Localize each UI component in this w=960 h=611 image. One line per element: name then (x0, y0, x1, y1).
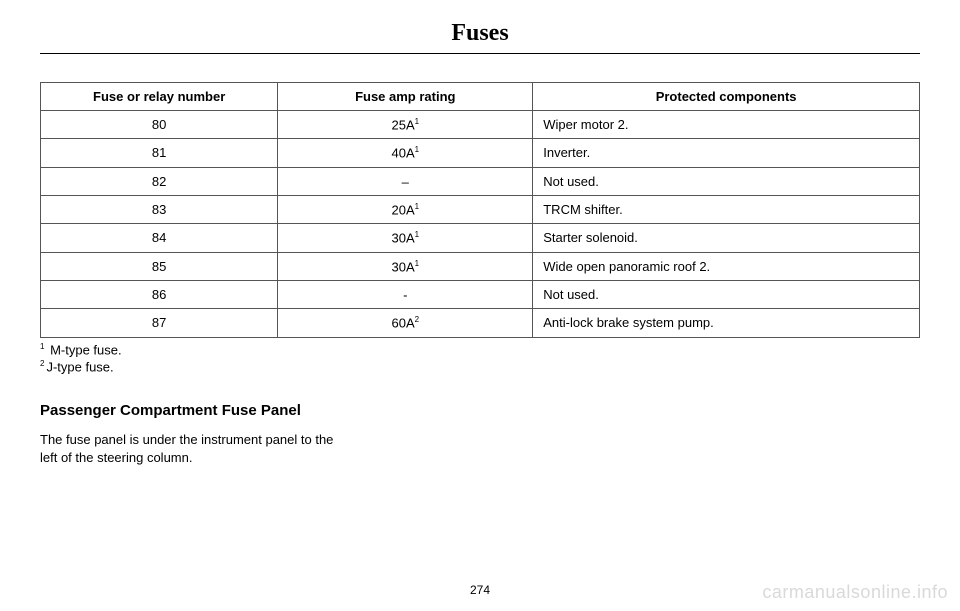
footnote: 1 M-type fuse. (40, 342, 920, 357)
table-row: 87 60A2 Anti-lock brake system pump. (41, 309, 920, 337)
col-header-rating: Fuse amp rating (278, 83, 533, 111)
section-body: The fuse panel is under the instrument p… (40, 431, 350, 466)
cell-number: 80 (41, 111, 278, 139)
cell-comp: Wide open panoramic roof 2. (533, 252, 920, 280)
cell-number: 85 (41, 252, 278, 280)
manual-page: Fuses Fuse or relay number Fuse amp rati… (0, 0, 960, 611)
cell-rating: – (278, 167, 533, 195)
cell-number: 86 (41, 280, 278, 308)
table-row: 83 20A1 TRCM shifter. (41, 195, 920, 223)
table-header-row: Fuse or relay number Fuse amp rating Pro… (41, 83, 920, 111)
title-rule (40, 53, 920, 54)
cell-comp: Not used. (533, 280, 920, 308)
fuse-table: Fuse or relay number Fuse amp rating Pro… (40, 82, 920, 338)
cell-comp: Not used. (533, 167, 920, 195)
footnotes: 1 M-type fuse. 2J-type fuse. (40, 342, 920, 375)
cell-rating: 40A1 (278, 139, 533, 167)
page-title: Fuses (40, 20, 920, 47)
table-row: 81 40A1 Inverter. (41, 139, 920, 167)
cell-number: 83 (41, 195, 278, 223)
section-heading: Passenger Compartment Fuse Panel (40, 402, 920, 419)
cell-rating: 60A2 (278, 309, 533, 337)
cell-comp: TRCM shifter. (533, 195, 920, 223)
cell-rating: 20A1 (278, 195, 533, 223)
cell-rating: 30A1 (278, 224, 533, 252)
cell-rating: - (278, 280, 533, 308)
col-header-components: Protected components (533, 83, 920, 111)
cell-comp: Wiper motor 2. (533, 111, 920, 139)
cell-number: 84 (41, 224, 278, 252)
cell-rating: 25A1 (278, 111, 533, 139)
watermark: carmanualsonline.info (762, 582, 948, 603)
cell-number: 87 (41, 309, 278, 337)
cell-comp: Inverter. (533, 139, 920, 167)
table-row: 86 - Not used. (41, 280, 920, 308)
cell-number: 82 (41, 167, 278, 195)
cell-rating: 30A1 (278, 252, 533, 280)
footnote: 2J-type fuse. (40, 359, 920, 374)
table-row: 82 – Not used. (41, 167, 920, 195)
col-header-number: Fuse or relay number (41, 83, 278, 111)
table-row: 80 25A1 Wiper motor 2. (41, 111, 920, 139)
cell-comp: Starter solenoid. (533, 224, 920, 252)
cell-number: 81 (41, 139, 278, 167)
table-row: 84 30A1 Starter solenoid. (41, 224, 920, 252)
cell-comp: Anti-lock brake system pump. (533, 309, 920, 337)
table-row: 85 30A1 Wide open panoramic roof 2. (41, 252, 920, 280)
